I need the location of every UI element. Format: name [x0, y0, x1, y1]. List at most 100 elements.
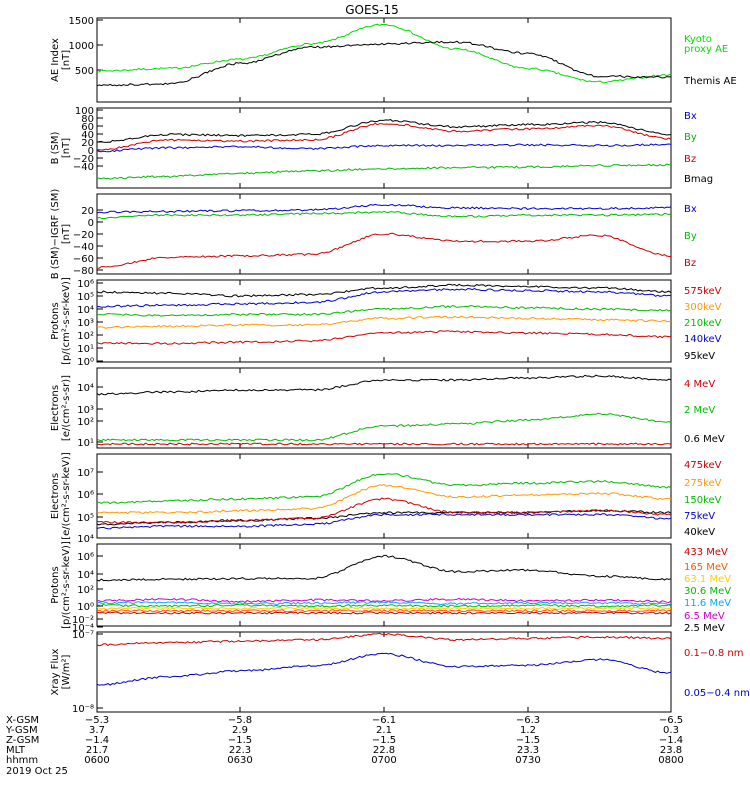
series-protons_hi-433-mev [96, 611, 672, 615]
y-tick-label: 10⁵ [77, 292, 94, 303]
series-electrons_hi-2-mev [96, 412, 672, 442]
y-axis-label: [nT] [61, 50, 72, 70]
footer-value: 3.7 [89, 725, 105, 736]
series-protons_hi-11-6-mev [96, 600, 672, 606]
footer-label-x-gsm: X-GSM [6, 715, 39, 726]
y-axis-label: Protons [50, 302, 61, 339]
footer-value: 1.2 [520, 725, 536, 736]
y-tick-label: 10⁻⁷ [72, 630, 94, 641]
y-tick-label: 10⁶ [77, 279, 94, 290]
panel-frame [96, 193, 672, 275]
legend-0-1-0-8-nm: 0.1−0.8 nm [684, 648, 743, 659]
series-electrons_lo-475kev [96, 497, 672, 524]
legend-11-6-mev: 11.6 MeV [684, 598, 731, 609]
legend-bz: Bz [684, 154, 696, 165]
series-electrons_hi-4-mev [97, 442, 672, 446]
y-tick-label: 10⁰ [77, 602, 94, 613]
y-tick-label: 40 [81, 130, 94, 141]
footer-value: 21.7 [86, 745, 108, 756]
footer-value: 0600 [84, 755, 109, 766]
y-axis-label: AE Index [50, 38, 61, 82]
y-axis-label: [nT] [61, 224, 72, 244]
footer-value: 22.3 [229, 745, 251, 756]
series-group-ae [96, 23, 672, 87]
footer-value: 0730 [515, 755, 540, 766]
series-group-xray [96, 632, 672, 686]
footer-value: −1.5 [228, 735, 252, 746]
series-protons_lo-95kev [96, 283, 672, 298]
series-protons_lo-140kev [96, 287, 672, 308]
series-protons_lo-210kev [96, 304, 672, 317]
y-axis-label: Xray Flux [50, 648, 61, 695]
panel-bigrf: 200−20−40−60−80 B (SM)−IGRF (SM) [nT] Bx By B… [50, 189, 697, 280]
y-tick-label: 10¹ [77, 344, 94, 355]
legend-150kev: 150keV [684, 495, 722, 506]
footer-value: −1.5 [516, 735, 540, 746]
series-electrons_hi-0-6-mev [96, 374, 672, 396]
y-tick-label: 500 [75, 66, 94, 77]
y-tick-label: 10² [77, 417, 94, 428]
panel-protons_lo: 10⁶ 10⁵ 10⁴ 10³ 10² 10¹ 10⁰ Protons [p/(cm²-s-sr… [50, 277, 722, 368]
y-tick-label: 10⁴ [77, 570, 94, 581]
footer-value: −6.5 [659, 715, 683, 726]
y-tick-label: 0 [88, 218, 94, 229]
y-axis-label: [e/(cm²-s-sr-keV)] [61, 452, 72, 540]
legend-bmag: Bmag [684, 174, 713, 185]
footer-date: 2019 Oct 25 [6, 766, 68, 777]
legend-2-5-mev: 2.5 MeV [684, 623, 725, 634]
legend-bx: Bx [684, 204, 697, 215]
y-tick-label: 1500 [69, 16, 94, 27]
legend-4-mev: 4 MeV [684, 379, 715, 390]
series-protons_hi-2-5-mev [96, 554, 672, 582]
legend-proxy-ae: proxy AE [684, 44, 728, 55]
footer-value: 23.3 [517, 745, 539, 756]
y-tick-label: 20 [81, 138, 94, 149]
panel-frame [96, 17, 672, 103]
y-axis-label: Electrons [50, 473, 61, 519]
footer-value: −1.4 [85, 735, 109, 746]
footer-value: 0800 [658, 755, 683, 766]
legend-433-mev: 433 MeV [684, 547, 728, 558]
legend-6-5-mev: 6.5 MeV [684, 611, 725, 622]
y-axis-label: B (SM)−IGRF (SM) [50, 189, 61, 280]
series-group-protons_lo [96, 283, 672, 345]
legend-140kev: 140keV [684, 334, 722, 345]
series-ae-kyoto-proxy-ae [96, 23, 672, 84]
footer-value: −6.3 [516, 715, 540, 726]
legend-575kev: 575keV [684, 286, 722, 297]
y-tick-label: 80 [81, 114, 94, 125]
series-ae-themis-ae [96, 40, 672, 87]
legend-kyoto: Kyoto [684, 34, 712, 45]
y-tick-label: −40 [73, 242, 94, 253]
y-tick-label: 60 [81, 122, 94, 133]
series-electrons_lo-75kev [96, 513, 672, 530]
y-tick-label: 10⁰ [77, 357, 94, 368]
legend-95kev: 95keV [684, 351, 715, 362]
panel-protons_hi: 10⁶ 10⁴ 10² 10⁰ 10⁻²10⁻⁴ Protons [p/(cm²-s-sr-… [50, 541, 731, 634]
series-protons_hi-165-mev [96, 609, 672, 613]
legend-bx: Bx [684, 111, 697, 122]
y-tick-label: −20 [73, 154, 94, 165]
series-group-electrons_hi [96, 374, 672, 446]
legend-63-1-mev: 63.1 MeV [684, 574, 731, 585]
y-tick-label: 10⁴ [77, 305, 94, 316]
series-electrons_lo-150kev [96, 473, 672, 505]
y-axis-label: [p/(cm²-s-sr-keV)] [61, 277, 72, 365]
footer-value: 22.8 [373, 745, 395, 756]
y-tick-label: 10⁻⁸ [72, 704, 94, 715]
series-group-bsm [96, 119, 672, 180]
y-tick-label: −80 [73, 266, 94, 277]
series-protons_hi-63-1-mev [96, 606, 672, 610]
legend-themis-ae: Themis AE [683, 76, 737, 87]
y-tick-label: 10⁻⁴ [72, 623, 94, 634]
y-tick-label: 10⁷ [77, 468, 94, 479]
panel-electrons_lo: 10⁷ 10⁶ 10⁵ 10⁴ Electrons [e/(cm²-s-sr-keV)] 4… [50, 452, 722, 545]
series-group-protons_hi [96, 554, 672, 615]
legend-bz: Bz [684, 258, 696, 269]
legend-30-6-mev: 30.6 MeV [684, 586, 731, 597]
legend-475kev: 475keV [684, 460, 722, 471]
y-tick-label: 10² [77, 331, 94, 342]
